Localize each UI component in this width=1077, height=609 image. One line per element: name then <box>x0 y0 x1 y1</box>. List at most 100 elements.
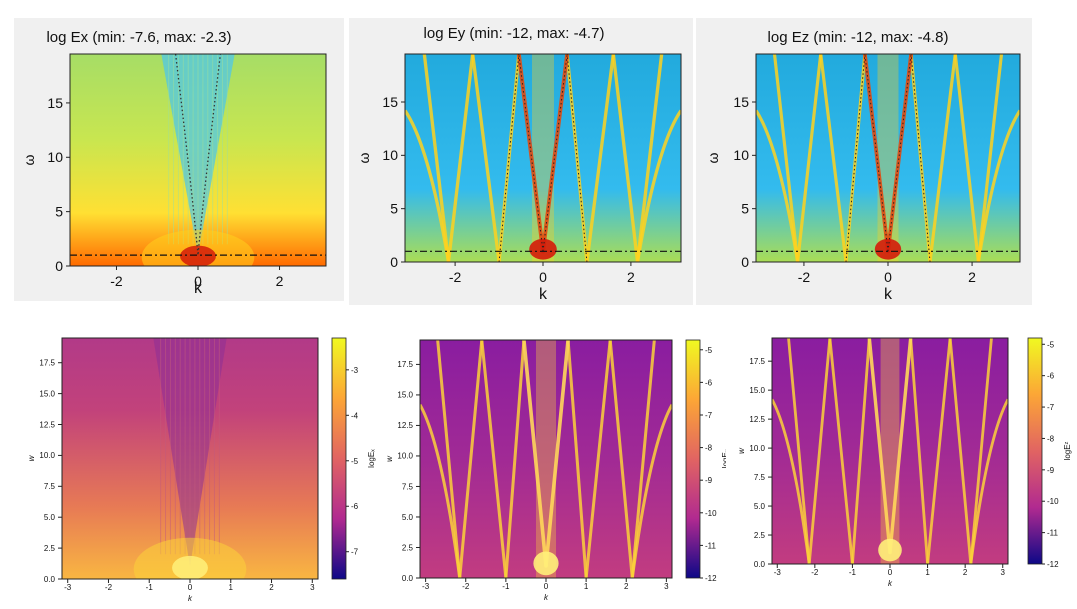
y-tick-label: 0.0 <box>754 560 766 569</box>
x-tick-label: 0 <box>884 269 892 285</box>
edge-band <box>772 398 811 564</box>
x-tick-label: 2 <box>276 273 284 289</box>
y-tick-label: 12.5 <box>39 420 55 429</box>
central-column <box>532 54 554 262</box>
dispersion-curve <box>566 54 588 262</box>
x-tick-label: -2 <box>798 269 811 285</box>
colorbar-tick-label: -8 <box>705 444 713 453</box>
dispersion-curve <box>845 54 866 262</box>
y-axis-label: w <box>385 455 394 462</box>
dispersion-curve <box>518 54 544 252</box>
x-tick-label: -2 <box>105 583 113 592</box>
band-line <box>796 54 823 262</box>
dispersion-curve <box>864 54 889 252</box>
y-tick-label: 15 <box>47 95 63 111</box>
y-tick-label: 5 <box>55 204 63 220</box>
chart-title: log Ez (min: -12, max: -4.8) <box>768 29 949 46</box>
x-tick-label: 1 <box>925 568 930 577</box>
colorbar-tick-label: -9 <box>1047 466 1055 475</box>
colorbar-tick-label: -11 <box>1047 529 1059 538</box>
dispersion-curve <box>542 54 568 252</box>
colorbar-tick-label: -6 <box>351 502 359 511</box>
band-line <box>787 338 811 564</box>
band-line <box>819 54 848 262</box>
colorbar-label: logEₓ <box>367 449 376 468</box>
y-tick-label: 10.0 <box>397 452 413 461</box>
y-tick-label: 15.0 <box>39 389 55 398</box>
x-tick-label: 3 <box>664 582 669 591</box>
dispersion-curve <box>498 54 520 262</box>
band-line <box>807 338 832 564</box>
colorbar-tick-label: -10 <box>705 509 717 518</box>
colorbar-tick-label: -12 <box>705 574 717 583</box>
colorbar-label: logEᵧ <box>721 449 726 468</box>
plot-area-bot-ex <box>62 338 318 579</box>
y-tick-label: 0.0 <box>402 574 414 583</box>
colorbar-tick-label: -10 <box>1047 497 1059 506</box>
plot-area-bot-ez <box>772 338 1008 564</box>
band-line <box>630 340 656 578</box>
plot-area-top-ex <box>70 54 326 266</box>
y-tick-label: 2.5 <box>754 531 766 540</box>
band-line <box>635 54 664 262</box>
panel-bot-ex: -3 -2 -1 0 1 2 3 0.0 2.5 5.0 7.5 10.0 12.5 15.0 17.5 k w… <box>14 332 384 604</box>
x-tick-label: -2 <box>110 273 123 289</box>
y-tick-label: 15 <box>733 94 749 110</box>
x-axis-label: k <box>188 594 193 603</box>
y-tick-label: 0 <box>55 258 63 274</box>
colorbar-tick-label: -6 <box>705 378 713 387</box>
y-tick-label: 5 <box>741 201 749 217</box>
x-tick-label: -3 <box>774 568 782 577</box>
x-tick-label: 2 <box>968 269 976 285</box>
y-axis-label: ω <box>356 152 372 163</box>
panel-top-ex: -2 0 2 0 5 10 15 log Ex (min: -7.6, max: -2.3) k… <box>14 18 344 301</box>
band-line <box>446 54 475 262</box>
y-tick-label: 0 <box>741 254 749 270</box>
chart-bot-ex: -3 -2 -1 0 1 2 3 0.0 2.5 5.0 7.5 10.0 12.5 15.0 17.5 k w… <box>27 337 376 603</box>
colorbar-tick-label: -5 <box>705 346 713 355</box>
band-line <box>611 54 640 262</box>
x-tick-label: -1 <box>146 583 154 592</box>
colorbar-tick-label: -8 <box>1047 434 1055 443</box>
band-line <box>976 54 1004 262</box>
origin-core <box>874 238 902 260</box>
y-tick-label: 5 <box>390 201 398 217</box>
y-tick-label: 10 <box>47 149 63 165</box>
band-line <box>458 340 484 578</box>
y-axis-label: w <box>737 447 746 454</box>
y-tick-label: 15 <box>382 94 398 110</box>
band-line <box>608 340 634 578</box>
y-tick-label: 0.0 <box>44 575 56 584</box>
band-line <box>926 338 952 564</box>
y-tick-label: 17.5 <box>39 359 55 368</box>
chart-title: log Ey (min: -12, max: -4.7) <box>424 25 605 42</box>
band-line <box>953 54 980 262</box>
band-line <box>828 338 854 564</box>
colorbar-label: logEᶻ <box>1063 441 1072 460</box>
x-tick-label: -1 <box>849 568 857 577</box>
y-tick-label: 5.0 <box>402 513 414 522</box>
panel-top-ez: -2 0 2 0 5 10 15 log Ez (min: -12, max: -4.8) k ω <box>696 18 1032 305</box>
origin-core <box>878 538 902 562</box>
colorbar-tick-label: -7 <box>351 548 359 557</box>
band-line <box>471 54 501 262</box>
band-line <box>851 338 871 564</box>
x-axis-label: k <box>194 280 203 297</box>
plot-area-top-ez <box>756 54 1020 262</box>
band-line <box>504 340 526 578</box>
x-tick-label: 0 <box>188 583 193 592</box>
dispersion-curve <box>887 54 912 252</box>
y-tick-label: 17.5 <box>397 360 413 369</box>
panel-bot-ey: -3 -2 -1 0 1 2 3 0.0 2.5 5.0 7.5 10.0 12.5 15.0 17.5 k w… <box>376 332 730 604</box>
central-column <box>877 54 899 262</box>
y-tick-label: 10 <box>733 147 749 163</box>
y-tick-label: 10.0 <box>39 451 55 460</box>
y-axis-label: w <box>27 454 36 461</box>
central-column <box>880 338 900 564</box>
panel-bot-ez: -3 -2 -1 0 1 2 3 0.0 2.5 5.0 7.5 10.0 12.5 15.0 17.5 k w… <box>728 332 1077 604</box>
colorbar-tick-label: -4 <box>351 411 359 420</box>
edge-band <box>420 403 462 578</box>
origin-core <box>529 238 557 260</box>
edge-band <box>630 403 672 578</box>
x-tick-label: 0 <box>544 582 549 591</box>
